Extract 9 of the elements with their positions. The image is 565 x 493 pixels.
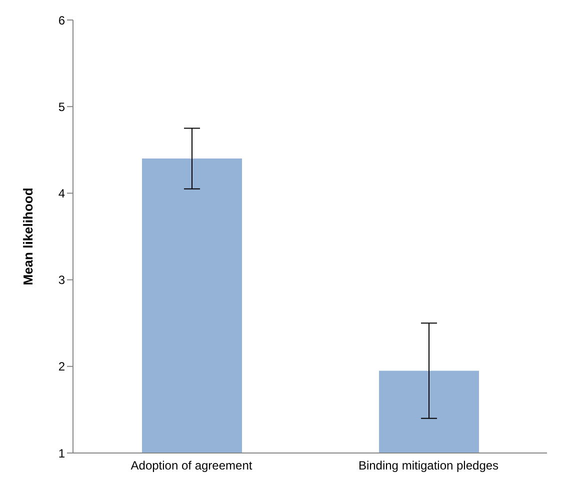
y-tick-label: 6	[58, 13, 66, 28]
y-tick-label: 5	[58, 100, 66, 114]
y-tick-label: 2	[58, 360, 66, 374]
y-tick-label: 3	[58, 273, 66, 288]
x-tick-label: Binding mitigation pledges	[358, 458, 499, 473]
x-tick-label: Adoption of agreement	[130, 458, 253, 473]
y-tick-label: 1	[58, 446, 66, 460]
y-tick-label: 4	[58, 186, 66, 200]
y-axis-title: Mean likelihood	[20, 188, 36, 286]
